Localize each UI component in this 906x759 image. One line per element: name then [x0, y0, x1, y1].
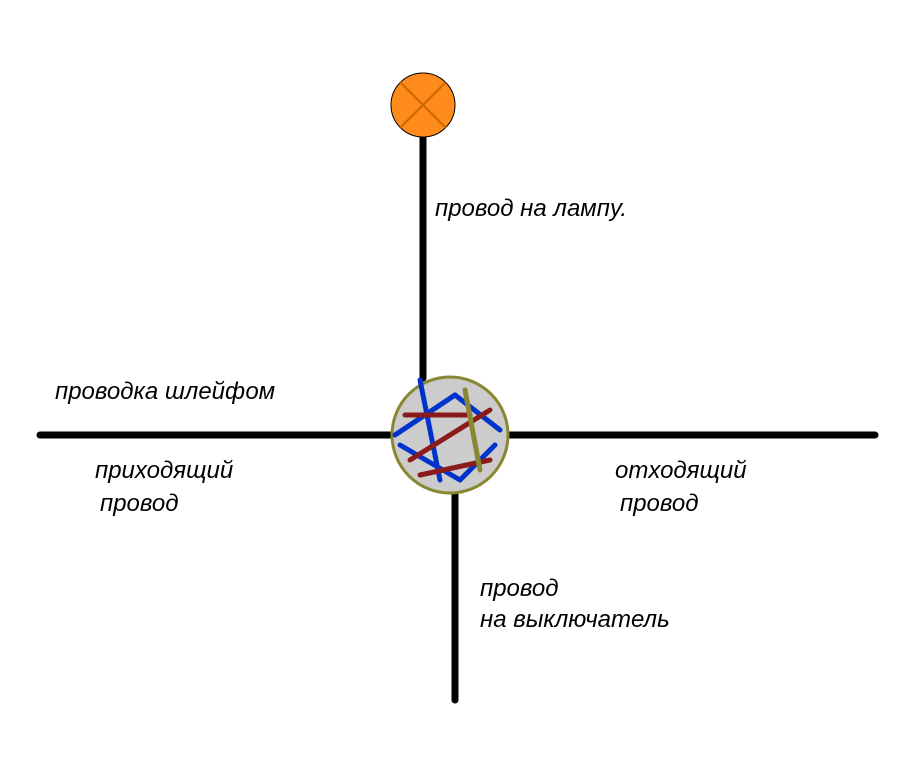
label-outgoing-1: отходящий [615, 457, 747, 485]
label-switch-1: провод [480, 575, 559, 603]
label-loop-wiring: проводка шлейфом [55, 378, 275, 406]
label-incoming-2: провод [100, 490, 179, 518]
label-outgoing-2: провод [620, 490, 699, 518]
label-switch-2: на выключатель [480, 606, 670, 634]
label-lamp-wire: провод на лампу. [435, 195, 627, 223]
label-incoming-1: приходящий [95, 457, 233, 485]
lamp-symbol [391, 73, 455, 137]
